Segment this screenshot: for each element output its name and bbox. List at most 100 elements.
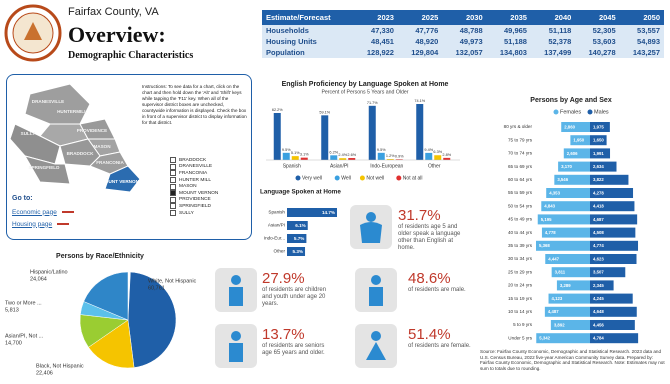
- bar-label: 9.5%: [377, 148, 386, 152]
- y-tick-label: 60 to 64 yrs: [508, 177, 533, 182]
- bar-label: 0.9%: [395, 154, 404, 158]
- bar: [536, 333, 590, 344]
- slice-label: White, Not Hispanic: [148, 278, 197, 284]
- bar-label: 5.3%: [293, 249, 303, 254]
- bar: [377, 152, 385, 160]
- county-name: Fairfax County, VA: [68, 6, 159, 18]
- checklist-item[interactable]: HUNTER MILL: [170, 177, 218, 184]
- checklist-item[interactable]: DRANESVILLE: [170, 163, 218, 171]
- bar: [541, 227, 590, 238]
- year-header: 2035: [486, 10, 531, 25]
- checkbox[interactable]: [170, 196, 176, 203]
- bar: [321, 115, 329, 160]
- district-label: SULLY: [21, 131, 36, 136]
- chart-title: Persons by Age and Sex: [530, 97, 612, 104]
- bar: [590, 188, 634, 198]
- checkbox-label: PROVIDENCE: [179, 197, 211, 203]
- page-title: Overview:: [68, 22, 166, 47]
- icon-head: [231, 331, 241, 341]
- checkbox-label: BRADDOCK: [179, 157, 207, 163]
- bar-label: 2.4%: [338, 153, 347, 157]
- link-text[interactable]: Economic page: [12, 208, 57, 216]
- bar: [273, 112, 281, 160]
- checklist-item[interactable]: MOUNT VERNON: [170, 190, 218, 197]
- checklist-item[interactable]: SULLY: [170, 210, 218, 217]
- bar: [425, 152, 433, 160]
- checkbox-label: FRANCONIA: [179, 170, 208, 176]
- age-chart: Persons by Age and Sex Females Males 80 yrs…: [504, 97, 639, 344]
- icon-body: [229, 343, 243, 362]
- table-cell: 48,451: [371, 37, 394, 46]
- checkbox-label: SULLY: [179, 210, 194, 216]
- bar: [443, 157, 451, 160]
- checkbox[interactable]: [170, 183, 176, 190]
- link-arrow: [57, 223, 70, 225]
- table-cell: 49,965: [504, 26, 527, 35]
- bar-label: 3,546: [557, 177, 568, 182]
- slice-value: 22,406: [36, 370, 53, 376]
- bar: [291, 156, 299, 160]
- checkbox[interactable]: [170, 203, 176, 210]
- checklist-item[interactable]: BRADDOCK: [170, 157, 218, 164]
- bar: [416, 104, 424, 160]
- table-row: Population 128,922 129,804 132,057 134,803 13…: [262, 47, 664, 58]
- y-tick-label: 20 to 24 yrs: [508, 283, 533, 288]
- icon-head: [371, 331, 381, 341]
- bar: [590, 201, 635, 212]
- checklist-item[interactable]: MASON: [170, 183, 218, 190]
- legend-label: Not well: [366, 175, 384, 181]
- checklist-item[interactable]: FRANCONIA: [170, 170, 218, 177]
- bar: [551, 267, 590, 278]
- bar-label: 4,774: [593, 243, 604, 248]
- bar: [368, 105, 376, 160]
- instructions: Instructions: To see data for a chart, c…: [142, 84, 247, 125]
- stat-text: of residents are male.: [408, 287, 466, 293]
- link-text[interactable]: Housing page: [12, 220, 53, 228]
- stat-value: 51.4%: [408, 326, 451, 343]
- nav-link[interactable]: Economic page: [12, 206, 74, 218]
- bar: [537, 214, 590, 225]
- bar: [554, 174, 590, 185]
- y-tick-label: 70 to 74 yrs: [508, 151, 533, 156]
- bar: [339, 158, 347, 160]
- bar-label: 1,950: [573, 138, 584, 143]
- stat-text: of residents are seniors age 65 years an…: [262, 343, 325, 356]
- bar: [590, 122, 610, 132]
- language-chart: Language Spoken at Home Spanish 14.7% Asian…: [260, 189, 341, 256]
- bar-label: 4,123: [552, 296, 563, 301]
- bar: [434, 155, 442, 160]
- bar-label: 3,289: [560, 283, 571, 288]
- slice-label: Hispanic/Latino: [30, 269, 68, 275]
- legend-swatch: [587, 109, 593, 115]
- bar-label: 6.1%: [295, 223, 305, 228]
- bar: [590, 135, 607, 146]
- slice-label: Black, Not Hispanic: [36, 363, 84, 369]
- checkbox[interactable]: [170, 157, 176, 164]
- bar-label: 71.7%: [367, 101, 378, 105]
- checkbox[interactable]: [170, 210, 176, 217]
- bar: [386, 159, 394, 160]
- stat-icon: [350, 205, 392, 249]
- stat-text: of residents are children and youth unde…: [262, 287, 327, 307]
- bar: [550, 320, 590, 330]
- icon-body: [366, 342, 386, 360]
- nav-link[interactable]: Housing page: [12, 218, 74, 230]
- legend-swatch: [396, 175, 402, 181]
- checkbox[interactable]: [170, 170, 176, 177]
- table-row: Households 47,330 47,776 48,788 49,965 51,118…: [262, 25, 664, 36]
- checkbox[interactable]: [170, 163, 176, 170]
- checkbox[interactable]: [170, 177, 176, 184]
- district-label: HUNTERMILL: [57, 109, 87, 114]
- bar: [287, 221, 308, 230]
- y-tick-label: Indo-Eur...: [264, 236, 285, 241]
- checklist-item[interactable]: SPRINGFIELD: [170, 203, 218, 210]
- checkbox[interactable]: [170, 190, 176, 197]
- bar: [590, 254, 637, 264]
- legend-swatch: [359, 175, 365, 181]
- chart-title: English Proficiency by Language Spoken a…: [282, 81, 449, 88]
- bar-label: 6.2%: [329, 150, 338, 154]
- stat-text: of residents are female.: [408, 343, 471, 349]
- checklist-item[interactable]: PROVIDENCE: [170, 196, 218, 204]
- bar-label: 3,811: [555, 270, 566, 275]
